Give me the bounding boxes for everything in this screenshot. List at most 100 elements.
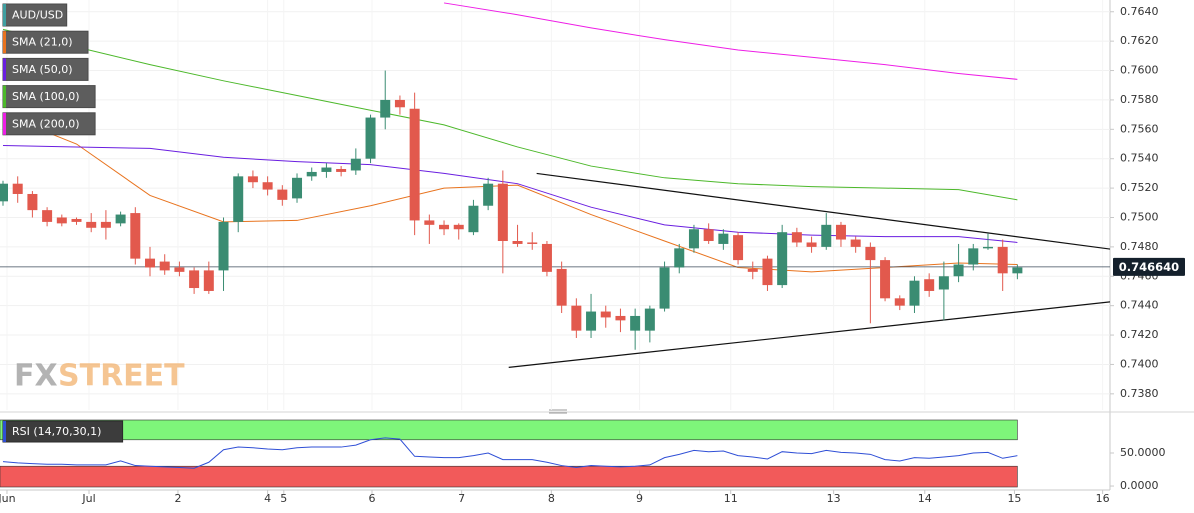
candle-body: [571, 305, 582, 331]
x-tick-label: 9: [636, 492, 643, 505]
rsi-legend: RSI (14,70,30,1): [2, 420, 124, 443]
candle-body: [703, 229, 714, 242]
candle-body: [806, 242, 817, 247]
candle-body: [644, 308, 655, 331]
candle-body: [733, 235, 744, 261]
candle-body: [100, 221, 111, 228]
candle-body: [424, 220, 435, 225]
candle-body: [336, 168, 347, 172]
last-price-box: [1113, 257, 1185, 276]
axes: 0.73800.74000.74200.74400.74600.74800.75…: [0, 5, 1185, 505]
legend-swatch: [3, 4, 6, 26]
y-tick-label: 50.0000: [1120, 446, 1166, 459]
candle-body: [350, 158, 361, 171]
legend-label: RSI (14,70,30,1): [12, 425, 101, 438]
candle-body: [27, 193, 38, 211]
candle-body: [688, 229, 699, 249]
x-tick-label: Jul: [81, 492, 95, 505]
y-tick-label: 0.7520: [1120, 181, 1159, 194]
legend-swatch: [3, 58, 6, 81]
candle-body: [380, 99, 391, 118]
candle-body: [218, 221, 229, 271]
x-tick-label: 6: [368, 492, 375, 505]
y-tick-label: 0.7420: [1120, 328, 1159, 341]
candle-body: [747, 268, 758, 272]
trendline: [536, 172, 1110, 250]
candle-body: [541, 243, 552, 272]
trendline: [508, 301, 1110, 368]
candle-body: [512, 241, 523, 244]
candle-body: [835, 224, 846, 240]
x-tick-label: 5: [280, 492, 287, 505]
candle-body: [42, 210, 53, 222]
x-tick-label: 16: [1096, 492, 1110, 505]
rsi-bands: [0, 419, 1018, 488]
y-tick-label: 0.7500: [1120, 210, 1159, 223]
legend-item: SMA (200,0): [2, 112, 96, 136]
legend-label: AUD/USD: [12, 9, 63, 22]
candle-body: [203, 270, 214, 291]
candle-body: [56, 217, 67, 224]
candle-body: [556, 268, 567, 306]
candle-body: [365, 117, 376, 159]
candle-body: [321, 167, 332, 172]
candle-body: [600, 311, 611, 318]
candle-body: [527, 242, 538, 244]
y-tick-label: 0.7540: [1120, 152, 1159, 165]
x-tick-label: 8: [548, 492, 555, 505]
candle-body: [615, 315, 626, 321]
legend-swatch: [3, 31, 6, 54]
candle-body: [586, 311, 597, 331]
candle-body: [953, 264, 964, 277]
candle-body: [674, 248, 685, 268]
candle-body: [497, 183, 508, 242]
candle-body: [130, 213, 141, 259]
candle-body: [115, 214, 126, 224]
candle-body: [909, 280, 920, 306]
y-tick-label: 0.7480: [1120, 240, 1159, 253]
y-tick-label: 0.7380: [1120, 387, 1159, 400]
y-tick-label: 0.7400: [1120, 357, 1159, 370]
candle-body: [394, 99, 405, 108]
x-tick-label: 2: [174, 492, 181, 505]
price-plot: [0, 2, 1110, 368]
candle-body: [483, 183, 494, 206]
candle-body: [233, 176, 244, 222]
candle-body: [968, 248, 979, 265]
candle-body: [630, 315, 641, 331]
candle-body: [924, 279, 935, 291]
candle-body: [439, 224, 450, 230]
x-tick-label: 11: [724, 492, 738, 505]
sma-line: [2, 144, 1018, 243]
y-tick-label: 0.7620: [1120, 34, 1159, 47]
candle-body: [71, 218, 82, 222]
candle-body: [292, 177, 303, 199]
sma-line: [2, 28, 1018, 201]
candle-body: [12, 183, 23, 194]
y-tick-label: 0.7440: [1120, 299, 1159, 312]
rsi-plot: [2, 437, 1018, 469]
y-tick-label: 0.7600: [1120, 64, 1159, 77]
rsi-line: [2, 437, 1018, 469]
legend-item: SMA (21,0): [2, 30, 89, 54]
legend-swatch: [3, 421, 6, 442]
watermark-street: STREET: [58, 359, 185, 394]
candle-body: [894, 298, 905, 306]
candle-body: [718, 233, 729, 244]
y-tick-label: 0.7580: [1120, 93, 1159, 106]
candle-body: [821, 224, 832, 247]
candle-body: [189, 270, 200, 289]
legend: AUD/USD SMA (21,0) SMA (50,0) SMA (100,0) SM…: [2, 3, 124, 443]
overbought-band: [0, 419, 1018, 441]
candle-body: [982, 246, 993, 249]
oversold-band: [0, 465, 1018, 488]
separator-handle: [549, 409, 567, 414]
candle-body: [247, 176, 258, 183]
legend-label: SMA (50,0): [12, 63, 73, 76]
candle-body: [880, 260, 891, 299]
x-tick-label: 13: [827, 492, 841, 505]
x-tick-label: 4: [264, 492, 271, 505]
candle-body: [777, 232, 788, 286]
candle-body: [262, 182, 273, 190]
